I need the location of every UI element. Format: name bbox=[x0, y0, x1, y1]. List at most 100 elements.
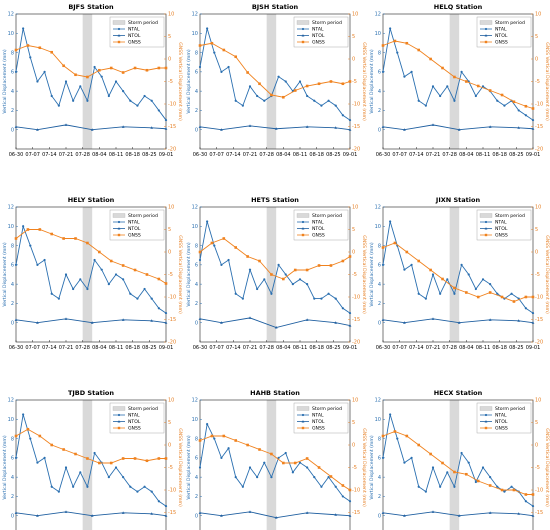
gnss-point bbox=[222, 434, 226, 438]
ntal-point bbox=[327, 476, 330, 479]
gnss-series-line bbox=[382, 242, 533, 302]
ntal-point bbox=[348, 118, 352, 122]
ntal-point bbox=[524, 500, 527, 503]
ntal-point bbox=[150, 297, 153, 300]
ntal-point bbox=[157, 109, 160, 112]
y-tick-label: 12 bbox=[8, 398, 14, 404]
gnss-point bbox=[62, 237, 65, 240]
ntol-point bbox=[248, 124, 252, 127]
y-axis-label: Vertical Displacement (mm) bbox=[369, 435, 375, 499]
legend-marker bbox=[484, 233, 488, 237]
gnss-point bbox=[74, 73, 77, 77]
ntal-point bbox=[277, 456, 280, 459]
gnss-point bbox=[109, 66, 113, 70]
ntal-point bbox=[313, 297, 316, 300]
y2-tick-label: -15 bbox=[352, 510, 360, 516]
ntal-point bbox=[79, 471, 82, 474]
ntal-point bbox=[424, 297, 427, 300]
y-tick-label: 8 bbox=[195, 436, 198, 442]
x-tick-label: 07-07 bbox=[392, 345, 407, 351]
gnss-point bbox=[222, 48, 226, 52]
legend-label: GNSS bbox=[312, 40, 325, 46]
legend-label: Storm period bbox=[312, 20, 342, 26]
ntol-point bbox=[121, 125, 125, 128]
ntal-point bbox=[389, 413, 392, 416]
y-tick-label: 0 bbox=[195, 320, 198, 326]
ntol-point bbox=[64, 510, 68, 513]
y2-axis-label: GNSS Vertical Displacement (mm) bbox=[361, 428, 367, 507]
storm-period-band bbox=[266, 400, 277, 530]
ntol-point bbox=[14, 511, 18, 514]
x-tick-label: 09-01 bbox=[159, 345, 174, 351]
ntol-point bbox=[531, 321, 535, 324]
gnss-point bbox=[98, 250, 101, 254]
ntal-point bbox=[320, 297, 323, 300]
ntal-point bbox=[453, 292, 456, 295]
ntal-point bbox=[531, 118, 535, 122]
ntol-point bbox=[14, 318, 18, 321]
ntal-point bbox=[341, 495, 344, 498]
ntol-point bbox=[403, 321, 406, 324]
ntal-point bbox=[57, 297, 60, 300]
y-tick-label: 10 bbox=[192, 417, 198, 423]
ntal-point bbox=[496, 99, 499, 102]
gnss-point bbox=[417, 443, 421, 447]
panel-title: BJFS Station bbox=[68, 3, 114, 11]
y2-tick-label: -5 bbox=[168, 272, 173, 278]
y-tick-label: 4 bbox=[11, 475, 14, 481]
ntal-point bbox=[234, 292, 237, 295]
y2-tick-label: -10 bbox=[352, 295, 360, 301]
gnss-point bbox=[109, 259, 113, 263]
ntal-point bbox=[248, 466, 252, 469]
y2-tick-label: 10 bbox=[352, 12, 358, 18]
gnss-point bbox=[500, 295, 504, 299]
ntol-point bbox=[334, 513, 338, 516]
x-tick-label: 08-18 bbox=[309, 345, 324, 351]
ntol-point bbox=[121, 318, 125, 321]
ntal-point bbox=[284, 80, 287, 83]
gnss-point bbox=[74, 237, 77, 240]
x-tick-label: 07-14 bbox=[409, 345, 424, 351]
legend-label: NTAL bbox=[495, 220, 507, 226]
y2-tick-label: 5 bbox=[352, 34, 355, 40]
ntal-point bbox=[206, 423, 209, 426]
ntal-point bbox=[14, 456, 18, 459]
gnss-point bbox=[329, 80, 333, 83]
ntal-point bbox=[157, 500, 160, 503]
gnss-point bbox=[305, 84, 309, 88]
y-tick-label: 6 bbox=[195, 456, 198, 462]
ntal-point bbox=[510, 485, 513, 488]
ntal-point bbox=[136, 490, 139, 493]
ntal-point bbox=[298, 278, 302, 281]
gnss-point bbox=[282, 461, 285, 465]
gnss-point bbox=[14, 237, 18, 240]
gnss-point bbox=[429, 57, 432, 61]
x-tick-label: 07-28 bbox=[75, 152, 90, 158]
ntal-point bbox=[241, 485, 244, 488]
gnss-point bbox=[476, 479, 480, 483]
y-tick-label: 2 bbox=[195, 108, 198, 114]
ntol-point bbox=[348, 128, 352, 131]
legend-marker bbox=[484, 227, 488, 230]
ntol-point bbox=[220, 514, 223, 517]
gnss-point bbox=[210, 241, 214, 245]
gnss-point bbox=[157, 277, 161, 281]
ntal-point bbox=[29, 437, 32, 440]
ntol-point bbox=[90, 128, 94, 131]
x-tick-label: 07-28 bbox=[75, 345, 90, 351]
gnss-point bbox=[393, 39, 397, 43]
ntal-point bbox=[424, 490, 427, 493]
legend-label: Storm period bbox=[128, 20, 158, 26]
ntal-point bbox=[220, 456, 223, 459]
legend-marker bbox=[301, 220, 305, 224]
y2-tick-label: -10 bbox=[352, 488, 360, 494]
ntol-point bbox=[121, 511, 125, 514]
ntal-point bbox=[341, 307, 344, 310]
y-tick-label: 6 bbox=[11, 456, 14, 462]
y2-tick-label: -15 bbox=[168, 317, 176, 323]
gnss-point bbox=[270, 93, 273, 97]
legend-label: NTAL bbox=[495, 27, 507, 33]
y-tick-label: 12 bbox=[8, 12, 14, 18]
